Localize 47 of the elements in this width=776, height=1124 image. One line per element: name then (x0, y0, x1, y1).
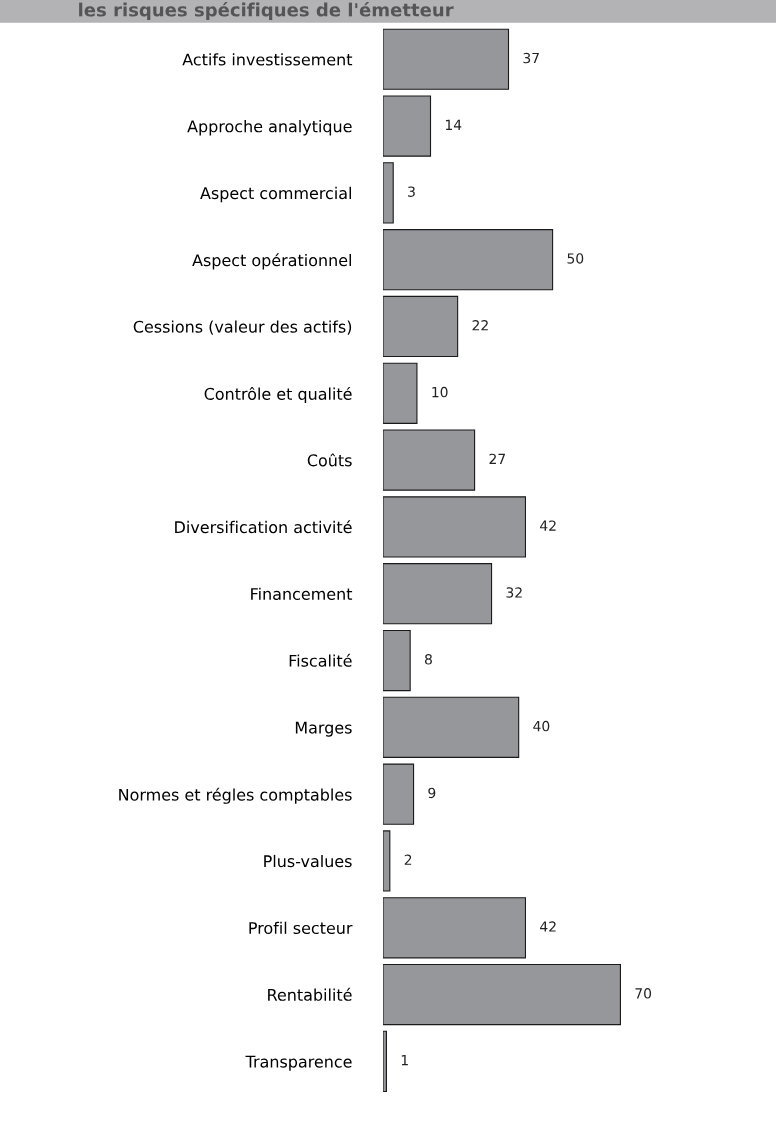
bar (383, 362, 418, 424)
y-tick-label: Transparence (245, 1055, 352, 1071)
bar (383, 696, 520, 758)
bar (383, 963, 621, 1026)
y-tick-label: Profil secteur (249, 921, 353, 935)
bar (383, 629, 411, 692)
data-label: 42 (540, 520, 556, 531)
y-tick-label: Plus-values (264, 854, 352, 868)
data-label: 8 (424, 654, 432, 665)
chart-title: les risques spécifiques de l'émetteur (79, 1, 454, 21)
data-label: 3 (408, 186, 415, 197)
bar (383, 95, 432, 157)
y-tick-label: Aspect commercial (200, 186, 351, 203)
data-label: 22 (472, 320, 488, 331)
y-tick-label: Approche analytique (187, 120, 352, 136)
bar (383, 162, 394, 224)
y-tick-label: Fiscalité (289, 653, 352, 667)
y-tick-label: Financement (251, 587, 353, 601)
data-label: 40 (533, 720, 550, 732)
y-tick-label: Diversification activité (175, 520, 352, 534)
data-label: 2 (404, 854, 412, 865)
data-label: 32 (506, 587, 522, 598)
data-label: 37 (523, 52, 539, 64)
y-tick-label: Cessions (valeur des actifs) (133, 320, 352, 335)
bar (383, 563, 493, 625)
y-tick-label: Coûts (307, 453, 352, 467)
y-tick-label: Normes et régles comptables (119, 787, 352, 804)
bar (383, 28, 510, 90)
bar (383, 897, 527, 959)
bar (383, 429, 476, 491)
data-label: 27 (489, 453, 505, 464)
bar (383, 295, 459, 358)
data-label: 14 (445, 119, 462, 130)
y-tick-label: Actifs investissement (182, 53, 353, 66)
y-tick-label: Contrôle et qualité (204, 386, 352, 403)
data-label: 1 (401, 1055, 408, 1066)
data-label: 50 (567, 253, 584, 264)
bar (383, 763, 415, 825)
bar (383, 229, 554, 291)
y-tick-label: Aspect opérationnel (192, 253, 351, 270)
data-label: 10 (432, 386, 448, 398)
data-label: 70 (635, 988, 652, 999)
y-tick-label: Marges (295, 721, 352, 737)
y-tick-label: Rentabilité (268, 987, 352, 1001)
bar (383, 496, 527, 558)
data-label: 42 (540, 921, 556, 932)
data-label: 9 (428, 787, 436, 799)
